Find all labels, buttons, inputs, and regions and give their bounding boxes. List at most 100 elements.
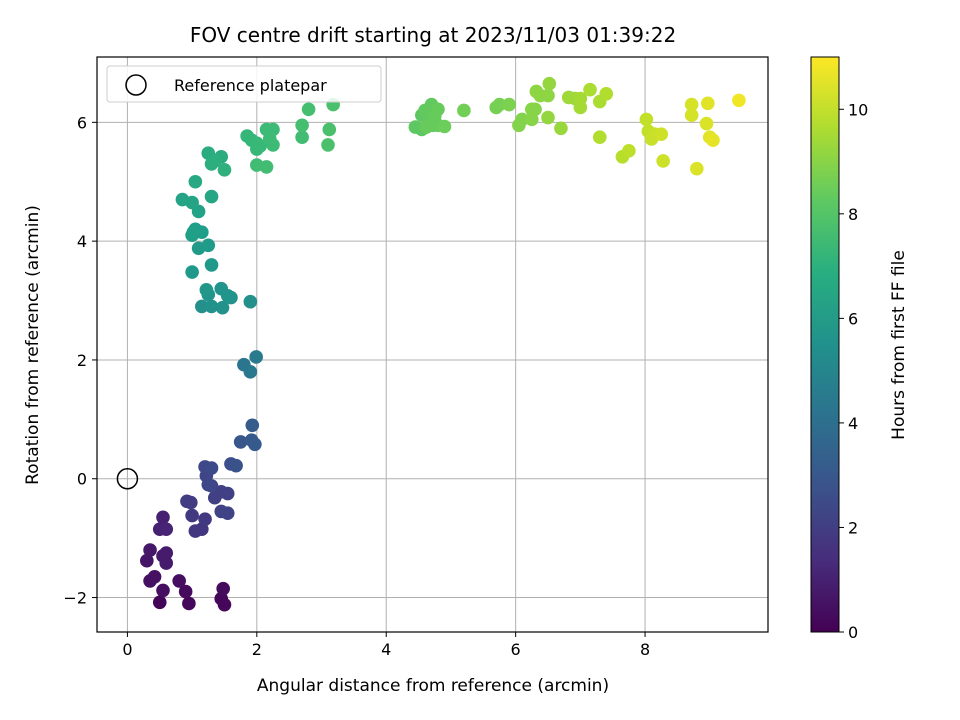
legend-entry-reference: Reference platepar — [174, 76, 327, 95]
data-point — [437, 119, 452, 134]
data-point — [245, 418, 260, 433]
colorbar-tick-label: 8 — [848, 205, 858, 224]
data-point — [195, 299, 209, 314]
data-point — [229, 458, 243, 473]
data-point — [185, 195, 199, 210]
data-point — [243, 294, 258, 309]
data-point — [220, 506, 235, 520]
colorbar-tick-label: 0 — [848, 623, 858, 642]
data-point — [243, 365, 258, 379]
data-point — [152, 595, 167, 610]
data-point — [204, 189, 219, 204]
x-tick-label: 8 — [640, 640, 650, 659]
grid-lines — [97, 57, 768, 632]
data-point — [684, 108, 699, 123]
data-point — [214, 281, 229, 296]
x-axis-ticks: 0 2 4 6 8 — [122, 632, 650, 659]
data-point — [182, 596, 196, 611]
data-point — [201, 238, 216, 253]
y-tick-label: −2 — [63, 589, 87, 608]
data-point — [622, 144, 636, 158]
data-point — [253, 139, 267, 153]
data-point — [322, 122, 337, 137]
data-point — [639, 112, 654, 127]
legend-marker-icon — [125, 74, 147, 96]
data-point — [706, 133, 720, 147]
y-tick-label: 6 — [77, 113, 87, 132]
data-point — [321, 138, 335, 152]
data-point — [159, 522, 174, 537]
data-point — [554, 121, 568, 136]
data-point — [259, 160, 274, 174]
data-point — [701, 96, 715, 111]
data-point — [185, 265, 199, 279]
y-tick-label: 4 — [77, 232, 87, 251]
data-point — [172, 574, 186, 588]
chart-title: FOV centre drift starting at 2023/11/03 … — [190, 23, 676, 47]
data-point — [207, 154, 222, 168]
data-point — [204, 461, 219, 475]
legend: Reference platepar — [106, 65, 382, 103]
data-point — [266, 122, 280, 137]
colorbar-label: Hours from first FF file — [889, 250, 909, 440]
colorbar-gradient — [810, 56, 840, 633]
data-point — [159, 556, 174, 570]
colorbar-tick-label: 2 — [848, 518, 858, 537]
plot-frame — [96, 56, 769, 633]
data-point — [684, 97, 699, 112]
colorbar-tick-label: 10 — [848, 100, 868, 119]
data-point — [266, 138, 280, 152]
data-point — [186, 225, 201, 240]
x-tick-label: 4 — [381, 640, 391, 659]
data-point — [431, 102, 445, 117]
data-point — [156, 583, 170, 598]
data-point — [541, 88, 555, 103]
x-tick-label: 0 — [122, 640, 132, 659]
data-point — [528, 102, 542, 117]
legend-box — [106, 65, 382, 103]
data-point — [419, 120, 434, 134]
data-point — [492, 97, 507, 112]
y-axis-label: Rotation from reference (arcmin) — [23, 205, 43, 485]
y-axis-ticks: −2 0 2 4 6 — [63, 113, 97, 608]
data-point — [457, 103, 471, 118]
data-point — [542, 76, 557, 91]
data-point — [690, 161, 704, 176]
x-tick-label: 6 — [511, 640, 521, 659]
data-point — [201, 477, 216, 492]
data-point — [654, 127, 669, 142]
x-axis-label: Angular distance from reference (arcmin) — [257, 676, 609, 696]
data-point — [156, 510, 170, 525]
data-point — [515, 112, 529, 127]
data-point — [198, 512, 212, 526]
data-point — [188, 174, 203, 189]
data-point — [295, 130, 309, 144]
data-point — [699, 116, 714, 131]
data-point — [541, 110, 555, 125]
data-point — [143, 543, 157, 557]
data-point — [599, 87, 614, 101]
data-point — [592, 130, 607, 144]
data-point — [199, 283, 214, 297]
data-point — [233, 435, 248, 449]
data-point — [583, 82, 597, 97]
data-point — [185, 508, 199, 523]
data-point — [656, 154, 670, 168]
data-point — [220, 486, 235, 501]
colorbar-tick-label: 4 — [848, 414, 858, 433]
data-point — [140, 553, 154, 568]
data-point — [248, 437, 262, 452]
data-point — [301, 102, 316, 117]
x-tick-label: 2 — [252, 640, 262, 659]
data-point — [295, 118, 309, 133]
data-point — [502, 97, 516, 112]
data-point — [216, 581, 230, 596]
data-point — [217, 597, 232, 612]
colorbar-ticks: 0 2 4 6 8 10 — [839, 100, 868, 642]
scatter-points — [140, 76, 746, 612]
data-point — [204, 258, 219, 272]
colorbar: 0 2 4 6 8 10 Hours from first FF file — [810, 56, 909, 642]
colorbar-tick-label: 6 — [848, 309, 858, 328]
data-point — [204, 299, 219, 314]
data-point — [217, 163, 232, 177]
